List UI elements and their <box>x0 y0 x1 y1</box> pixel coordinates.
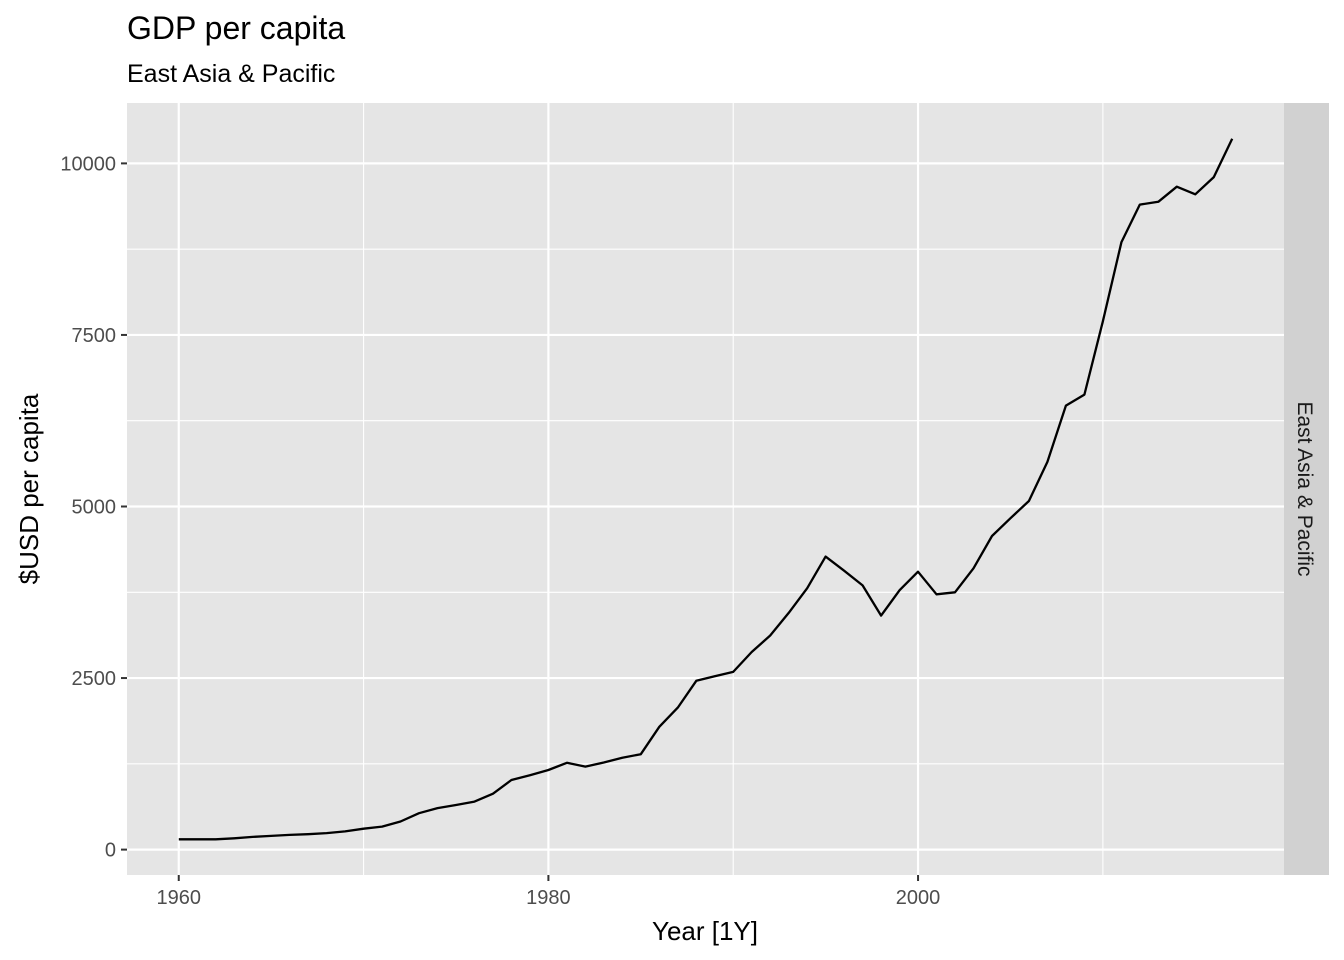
chart-title: GDP per capita <box>127 10 345 46</box>
y-axis-title: $USD per capita <box>14 393 44 584</box>
x-tick-label: 2000 <box>896 887 941 909</box>
y-tick-label: 10000 <box>60 153 116 175</box>
x-axis-title: Year [1Y] <box>652 916 758 946</box>
x-axis: 1960 1980 2000 <box>157 875 941 909</box>
plot-panel <box>127 103 1284 875</box>
major-gridlines <box>127 103 1284 875</box>
facet-strip-label: East Asia & Pacific <box>1293 401 1316 576</box>
y-axis: 0 2500 5000 7500 10000 <box>60 153 127 862</box>
x-tick-label: 1980 <box>526 887 571 909</box>
series-layer <box>178 138 1234 841</box>
x-tick-label: 1960 <box>157 887 202 909</box>
y-tick-label: 7500 <box>72 325 117 347</box>
y-tick-label: 0 <box>105 840 116 862</box>
minor-gridlines <box>127 103 1284 875</box>
y-tick-label: 2500 <box>72 668 117 690</box>
series-line <box>178 138 1234 841</box>
y-tick-label: 5000 <box>72 496 117 518</box>
chart-subtitle: East Asia & Pacific <box>127 60 335 88</box>
facet-strip <box>1284 103 1329 875</box>
